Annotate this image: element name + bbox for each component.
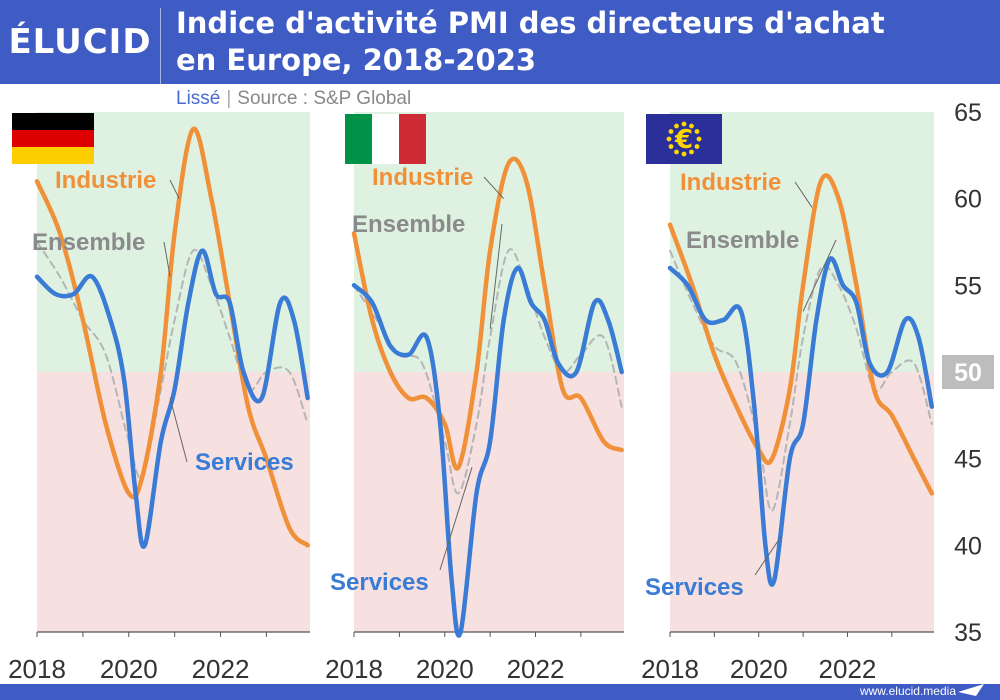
- panel-allemagne: 2018 2020 2022 Industrie Ensemble Services: [8, 112, 310, 684]
- x-tick-label: 2018: [8, 654, 66, 684]
- leader-line-services: [754, 536, 782, 576]
- series-line-ensemble: [669, 249, 933, 512]
- leader-line-industrie: [794, 181, 813, 208]
- label-industrie: Industrie: [680, 169, 781, 196]
- x-tick-label: 2022: [507, 654, 565, 684]
- y-tick-label: 35: [954, 619, 982, 647]
- flag-stripe-white: [372, 114, 399, 164]
- panel-zone-euro: 2018 2020 2022 Industrie Ensemble Services: [641, 112, 935, 684]
- flag-stripe-gold: [12, 147, 94, 164]
- series-line-services: [667, 256, 935, 588]
- title-line-2: en Europe, 2018-2023: [176, 43, 537, 77]
- flag-star: [681, 121, 687, 127]
- italy-flag: [345, 114, 426, 164]
- x-tick-label: 2020: [416, 654, 474, 684]
- header-bar: [0, 0, 1000, 84]
- leader-line-ensemble: [163, 241, 171, 277]
- leader-line-services: [169, 397, 188, 463]
- series-line-ensemble: [36, 241, 309, 479]
- flag-star: [668, 144, 674, 149]
- euro-sign-icon: €: [674, 125, 693, 155]
- leader-line-industrie: [169, 179, 180, 199]
- contraction-zone: [354, 372, 624, 632]
- y-tick-label: 45: [954, 446, 982, 474]
- y-tick-label: 60: [954, 186, 982, 214]
- flag-star: [674, 123, 679, 129]
- flag-star: [689, 123, 694, 129]
- series-line-industrie: [34, 126, 310, 548]
- footer-site: www.elucid.media: [859, 684, 956, 698]
- x-tick-label: 2020: [730, 654, 788, 684]
- title-line-1: Indice d'activité PMI des directeurs d'a…: [176, 6, 885, 40]
- y-tick-label: 55: [954, 272, 982, 300]
- flag-stripe-green: [345, 114, 372, 164]
- x-tick-label: 2022: [192, 654, 250, 684]
- series-line-industrie: [667, 173, 935, 496]
- leader-line-ensemble: [489, 223, 503, 329]
- series-line-services: [34, 248, 310, 549]
- leader-line-services: [439, 467, 473, 571]
- source-label: Source : S&P Global: [237, 88, 412, 109]
- label-ensemble: Ensemble: [352, 211, 465, 238]
- smoothed-label: Lissé: [176, 88, 221, 109]
- series-line-services: [351, 265, 624, 638]
- label-services: Services: [330, 569, 429, 596]
- flag-star: [666, 136, 672, 142]
- flag-star: [694, 144, 700, 149]
- label-industrie: Industrie: [55, 167, 156, 194]
- series-line-ensemble: [353, 248, 623, 495]
- y-tick-label: 50: [954, 359, 982, 387]
- y-tick-label: 65: [954, 99, 982, 127]
- label-industrie: Industrie: [372, 164, 473, 191]
- x-tick-label: 2018: [325, 654, 383, 684]
- germany-flag: [12, 113, 94, 164]
- panel-italie: 2018 2020 2022 Industrie Ensemble Services: [325, 112, 624, 684]
- elucid-logo: ÉLUCID: [8, 22, 152, 62]
- label-services: Services: [645, 574, 744, 601]
- x-tick-label: 2022: [819, 654, 877, 684]
- threshold-label-bg: [942, 355, 994, 389]
- flag-star: [689, 149, 694, 155]
- paper-plane-icon: [958, 684, 984, 696]
- subtitle-separator: |: [226, 88, 232, 109]
- label-services: Services: [195, 449, 294, 476]
- flag-star: [674, 149, 679, 155]
- label-ensemble: Ensemble: [32, 229, 145, 256]
- series-line-industrie: [351, 156, 624, 471]
- leader-line-industrie: [483, 176, 505, 200]
- footer-band: [0, 684, 1000, 700]
- contraction-zone: [37, 372, 310, 632]
- x-tick-label: 2018: [641, 654, 699, 684]
- flag-stripe-red: [12, 130, 94, 147]
- flag-star: [696, 136, 702, 142]
- subtitle: Lissé | Source : S&P Global: [176, 88, 411, 110]
- flag-star: [681, 151, 687, 157]
- header-divider: [160, 8, 161, 84]
- leader-line-ensemble: [802, 239, 837, 312]
- flag-stripe-black: [12, 113, 94, 130]
- flag-star: [668, 129, 674, 134]
- flag-stripe-red: [399, 114, 426, 164]
- eu-flag: €: [646, 114, 722, 164]
- label-ensemble: Ensemble: [686, 227, 799, 254]
- y-tick-label: 40: [954, 532, 982, 560]
- chart-title: Indice d'activité PMI des directeurs d'a…: [176, 5, 976, 79]
- x-tick-label: 2020: [100, 654, 158, 684]
- flag-star: [694, 129, 700, 134]
